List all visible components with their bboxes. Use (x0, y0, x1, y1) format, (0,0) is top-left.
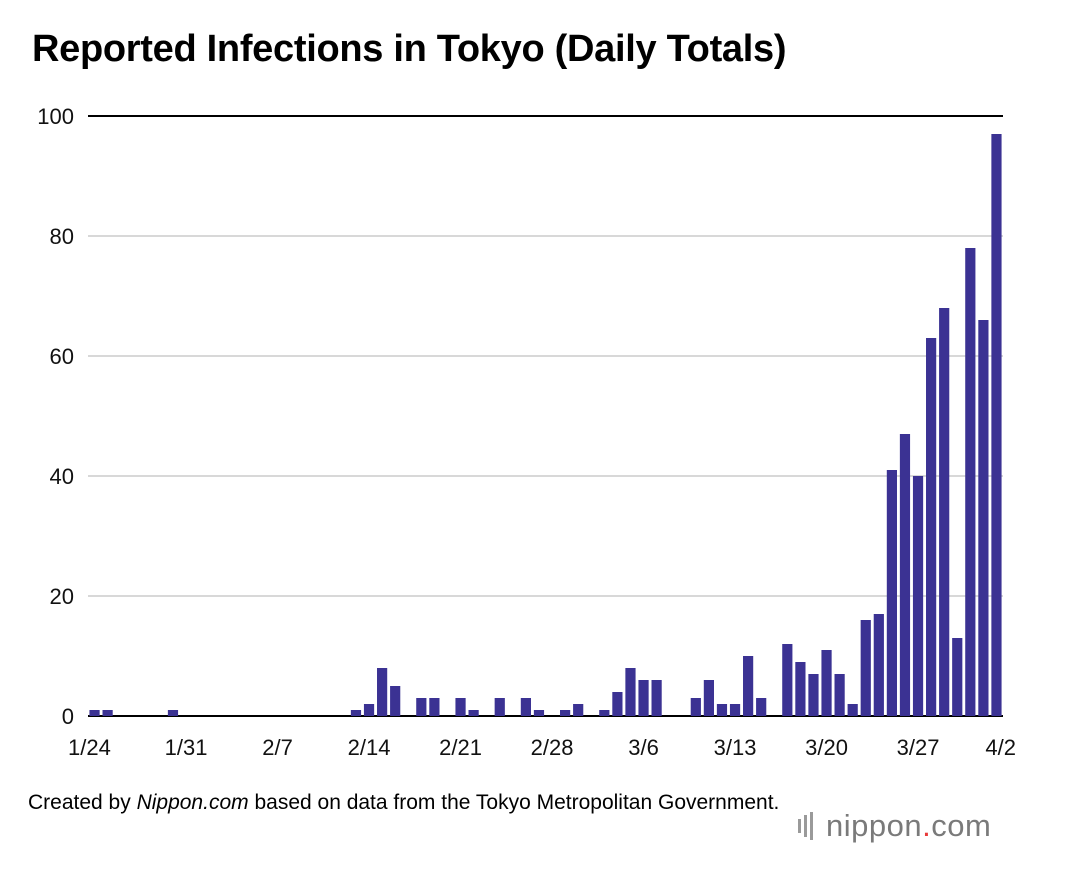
bars (89, 134, 1002, 716)
source-credit: Created by Nippon.com based on data from… (28, 788, 808, 818)
y-tick-label: 60 (50, 344, 74, 369)
bar (821, 650, 832, 716)
bar (808, 674, 819, 716)
bar (533, 710, 545, 716)
x-tick-label: 2/7 (262, 735, 293, 760)
bar (377, 668, 388, 716)
bar (625, 668, 636, 716)
bar (729, 704, 741, 716)
bar-chart: 0 20 40 60 80 100 1/24 1/31 2/7 2/14 2/21 2/28 3/6 3… (37, 104, 1016, 760)
credit-source: Nippon.com (136, 791, 249, 814)
bar (167, 710, 179, 716)
logo-dot: . (922, 808, 932, 843)
bar (716, 704, 728, 716)
bar (416, 698, 427, 716)
y-tick-label: 20 (50, 584, 74, 609)
bar (782, 644, 793, 716)
bar (756, 698, 767, 716)
x-tick-label: 2/28 (531, 735, 574, 760)
logo-bars-icon (798, 812, 816, 840)
bar (102, 710, 113, 716)
x-tick-label: 2/21 (439, 735, 482, 760)
y-tick-label: 80 (50, 224, 74, 249)
bar (350, 710, 362, 716)
bar (560, 710, 571, 716)
x-tick-label: 1/24 (68, 735, 111, 760)
credit-suffix: based on data from the Tokyo Metropolita… (248, 791, 780, 814)
bar (703, 680, 714, 716)
bar (89, 710, 100, 716)
x-tick-label: 3/20 (805, 735, 848, 760)
bar (834, 674, 845, 716)
y-tick-label: 40 (50, 464, 74, 489)
y-tick-label: 100 (37, 104, 74, 129)
credit-prefix: Created by (28, 791, 137, 814)
bar (939, 308, 950, 716)
bar (363, 704, 375, 716)
bar (952, 638, 963, 716)
bar (599, 710, 610, 716)
bar (847, 704, 858, 716)
bar (926, 338, 937, 716)
bar (965, 248, 976, 716)
bar (886, 470, 897, 716)
bar (991, 134, 1002, 716)
bar (873, 614, 884, 716)
x-tick-label: 3/27 (897, 735, 940, 760)
bar (455, 698, 466, 716)
bar (494, 698, 505, 716)
bar (690, 698, 701, 716)
y-axis-ticks: 0 20 40 60 80 100 (37, 104, 74, 729)
bar (429, 698, 440, 716)
bar (638, 680, 649, 716)
bar (978, 320, 989, 716)
x-tick-label: 4/2 (985, 735, 1016, 760)
bar (468, 710, 479, 716)
x-axis-ticks: 1/24 1/31 2/7 2/14 2/21 2/28 3/6 3/13 3/20 3/27 4/… (68, 735, 1016, 760)
y-tick-label: 0 (62, 704, 74, 729)
x-tick-label: 1/31 (165, 735, 208, 760)
logo-wordmark: nippon.com (826, 808, 992, 843)
chart-title: Reported Infections in Tokyo (Daily Tota… (32, 28, 787, 70)
bar (795, 662, 806, 716)
x-tick-label: 3/13 (714, 735, 757, 760)
bar (651, 680, 662, 716)
bar (912, 476, 924, 716)
bar (520, 698, 531, 716)
bar (573, 704, 584, 716)
bar (612, 692, 623, 716)
bar (899, 434, 911, 716)
nippon-logo: nippon.com (798, 806, 991, 846)
bar (390, 686, 401, 716)
x-tick-label: 2/14 (348, 735, 391, 760)
bar (743, 656, 754, 716)
bar (860, 620, 871, 716)
x-tick-label: 3/6 (628, 735, 659, 760)
